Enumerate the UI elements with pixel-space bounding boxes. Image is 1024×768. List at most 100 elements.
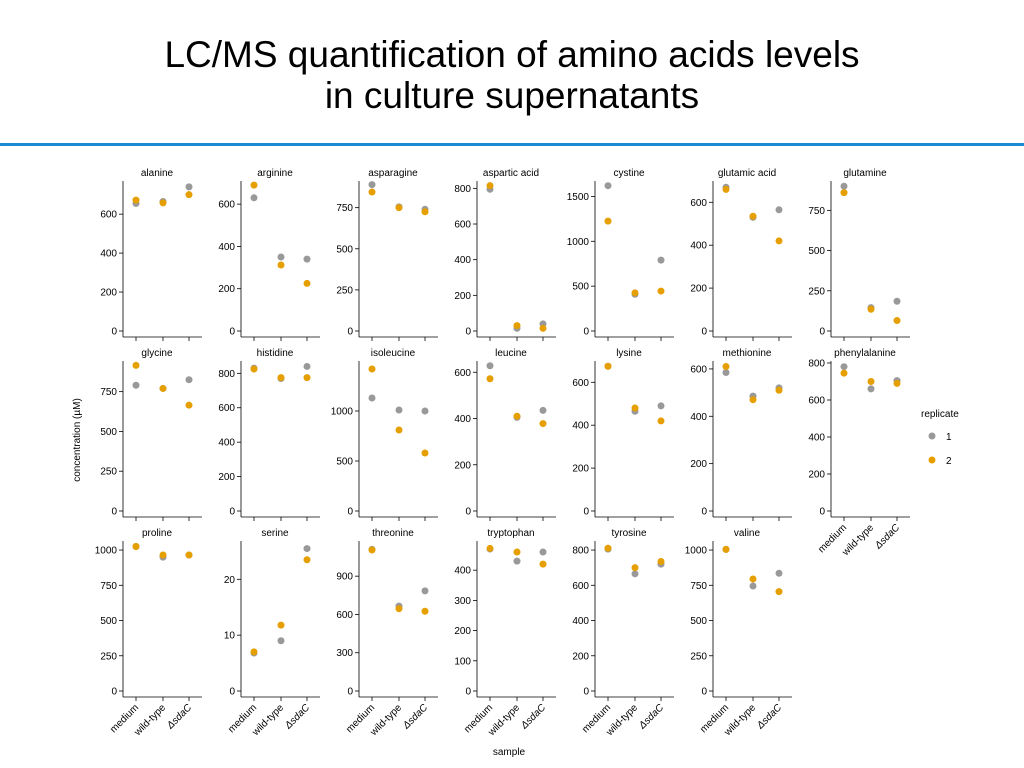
y-tick-label: 200 (690, 459, 707, 470)
point-rep2-medium (132, 196, 140, 204)
x-tick-label: ΔsdaC (282, 702, 312, 732)
point-rep2-wild-type (395, 204, 403, 212)
y-tick-label: 0 (819, 327, 825, 338)
y-tick-label: 400 (572, 421, 589, 432)
point-rep1-sdaC (775, 206, 783, 214)
point-rep2-wild-type (513, 548, 521, 556)
point-rep2-medium (132, 361, 140, 369)
y-tick-label: 600 (808, 396, 825, 407)
panel-phenylalanine: phenylalanine0200400600800mediumwild-typ… (808, 348, 910, 559)
y-tick-label: 400 (454, 566, 471, 577)
panel-title: phenylalanine (834, 348, 896, 359)
panel-cystine: cystine 0 500 1000 1500 (567, 168, 674, 341)
y-tick-label: 250 (336, 285, 353, 296)
y-tick-label: 0 (229, 507, 235, 518)
panel-title: histidine (257, 348, 294, 359)
point-rep2-wild-type (631, 404, 639, 412)
point-rep1-medium (368, 181, 376, 189)
panel-isoleucine: isoleucine 0 500 1000 (331, 348, 438, 521)
y-tick-label: 200 (690, 284, 707, 295)
point-rep2-medium (250, 181, 258, 189)
point-rep2-wild-type (749, 212, 757, 220)
x-tick-label: ΔsdaC (636, 702, 666, 732)
y-tick-label: 400 (690, 412, 707, 423)
point-rep2-wild-type (277, 261, 285, 269)
y-tick-label: 0 (583, 507, 589, 518)
y-tick-label: 800 (218, 369, 235, 380)
point-rep2-sdaC (421, 449, 429, 457)
y-tick-label: 20 (224, 575, 236, 586)
y-tick-label: 500 (690, 616, 707, 627)
panel-glutamine: glutamine 0 250 500 750 (808, 168, 910, 341)
point-rep2-medium (486, 544, 494, 552)
y-tick-label: 200 (454, 291, 471, 302)
x-tick-label: ΔsdaC (518, 702, 548, 732)
point-rep2-sdaC (421, 607, 429, 615)
point-rep2-medium (722, 185, 730, 193)
y-tick-label: 0 (229, 327, 235, 338)
y-tick-label: 400 (808, 433, 825, 444)
point-rep2-sdaC (539, 324, 547, 332)
point-rep2-wild-type (159, 199, 167, 207)
panel-tyrosine: tyrosine0200400600800mediumwild-typeΔsda… (572, 528, 674, 739)
y-tick-label: 800 (454, 184, 471, 195)
panel-title: glycine (141, 348, 173, 359)
panel-title: isoleucine (371, 348, 416, 359)
panel-title: valine (734, 528, 761, 539)
y-tick-label: 400 (218, 438, 235, 449)
point-rep2-medium (368, 365, 376, 373)
point-rep2-sdaC (657, 287, 665, 295)
slide-title: LC/MS quantification of amino acids leve… (0, 34, 1024, 116)
y-tick-label: 0 (583, 327, 589, 338)
legend: replicate 1 2 (921, 409, 959, 467)
point-rep1-sdaC (303, 362, 311, 370)
y-tick-label: 0 (465, 687, 471, 698)
point-rep1-sdaC (185, 183, 193, 191)
panel-proline: proline02505007501000mediumwild-typeΔsda… (95, 528, 202, 739)
y-tick-label: 600 (572, 581, 589, 592)
x-tick-label: ΔsdaC (872, 522, 902, 552)
y-tick-label: 400 (572, 616, 589, 627)
point-rep1-wild-type (867, 385, 875, 393)
point-rep2-medium (132, 543, 140, 551)
y-tick-label: 400 (218, 242, 235, 253)
y-tick-label: 600 (218, 200, 235, 211)
legend-title: replicate (921, 409, 959, 420)
x-axis-label: sample (493, 747, 526, 758)
point-rep2-sdaC (775, 588, 783, 596)
y-tick-label: 500 (336, 457, 353, 468)
point-rep2-wild-type (395, 426, 403, 434)
panel-title: leucine (495, 348, 527, 359)
point-rep1-wild-type (277, 253, 285, 261)
y-tick-label: 10 (224, 631, 236, 642)
x-tick-label: ΔsdaC (164, 702, 194, 732)
y-tick-label: 1000 (567, 237, 590, 248)
title-divider (0, 143, 1024, 146)
point-rep1-sdaC (893, 297, 901, 305)
point-rep2-sdaC (657, 558, 665, 565)
y-tick-label: 0 (347, 687, 353, 698)
panel-tryptophan: tryptophan0100200300400mediumwild-typeΔs… (454, 528, 556, 739)
legend-label-1: 1 (946, 432, 952, 443)
point-rep2-medium (722, 545, 730, 553)
panel-title: asparagine (368, 168, 418, 179)
point-rep2-sdaC (303, 374, 311, 382)
point-rep1-sdaC (421, 407, 429, 415)
panel-lysine: lysine 0 200 400 600 (572, 348, 674, 521)
title-line-2: in culture supernatants (324, 75, 700, 116)
y-tick-label: 0 (111, 327, 117, 338)
point-rep1-wild-type (513, 557, 521, 565)
point-rep1-sdaC (303, 545, 311, 553)
point-rep1-wild-type (277, 637, 285, 645)
point-rep2-sdaC (303, 279, 311, 287)
point-rep1-sdaC (657, 402, 665, 410)
point-rep2-wild-type (159, 551, 167, 559)
x-tick-label: ΔsdaC (754, 702, 784, 732)
panel-title: methionine (723, 348, 772, 359)
point-rep1-sdaC (185, 376, 193, 384)
panel-title: threonine (372, 528, 414, 539)
point-rep1-medium (604, 182, 612, 190)
panel-title: glutamine (843, 168, 887, 179)
